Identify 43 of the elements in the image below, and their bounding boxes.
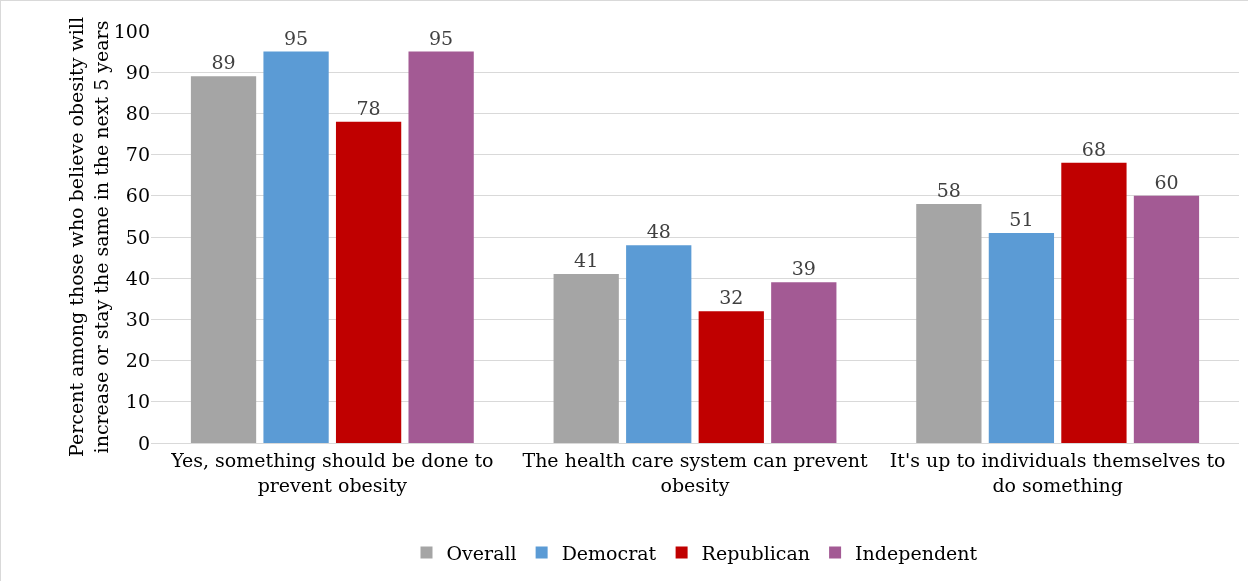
y-tick-label: 90 [125, 60, 150, 83]
bar [626, 245, 692, 443]
bar [553, 274, 619, 443]
data-label: 58 [936, 179, 961, 202]
y-tick-label: 40 [125, 266, 150, 289]
data-label: 48 [646, 220, 671, 243]
legend-label: Independent [855, 541, 978, 564]
legend-label: Republican [701, 541, 811, 564]
y-tick-label: 70 [125, 143, 150, 166]
bar [698, 311, 764, 443]
bar [263, 51, 329, 443]
data-label: 41 [574, 249, 599, 272]
y-tick-label: 50 [125, 225, 150, 248]
bar [1133, 195, 1200, 443]
data-label: 39 [791, 257, 816, 280]
y-tick-label: 20 [125, 349, 150, 372]
bar [916, 204, 982, 443]
data-label: 68 [1081, 137, 1107, 160]
x-tick-label: Yes, something should be done to prevent obesity [170, 448, 494, 496]
y-tick-label: 80 [125, 102, 150, 125]
y-tick-label: 100 [113, 19, 150, 42]
data-label: 95 [429, 26, 454, 49]
data-label: 60 [1154, 170, 1179, 193]
y-tick-label: 30 [125, 308, 150, 331]
bar [988, 232, 1055, 443]
y-tick-label: 60 [125, 184, 150, 207]
data-label: 32 [719, 286, 744, 309]
legend-label: Democrat [561, 541, 657, 564]
legend-label: Overall [446, 541, 517, 564]
y-tick-label: 10 [125, 390, 150, 413]
x-tick-label: The health care system can prevent obesity [522, 448, 868, 496]
data-label: 51 [1009, 207, 1034, 230]
x-tick-label: It's up to individuals themselves to do something [889, 448, 1226, 496]
bar [1061, 162, 1127, 443]
y-tick-label: 0 [137, 431, 150, 454]
y-axis-title: Percent among those who believe obesity will increase or stay the same in the next 5 years [65, 17, 112, 457]
data-label: 95 [283, 26, 309, 49]
data-label: 78 [356, 96, 381, 119]
bar [408, 51, 474, 443]
bar [190, 76, 257, 443]
bar [335, 121, 402, 443]
bar [771, 282, 837, 443]
data-label: 89 [211, 51, 236, 74]
